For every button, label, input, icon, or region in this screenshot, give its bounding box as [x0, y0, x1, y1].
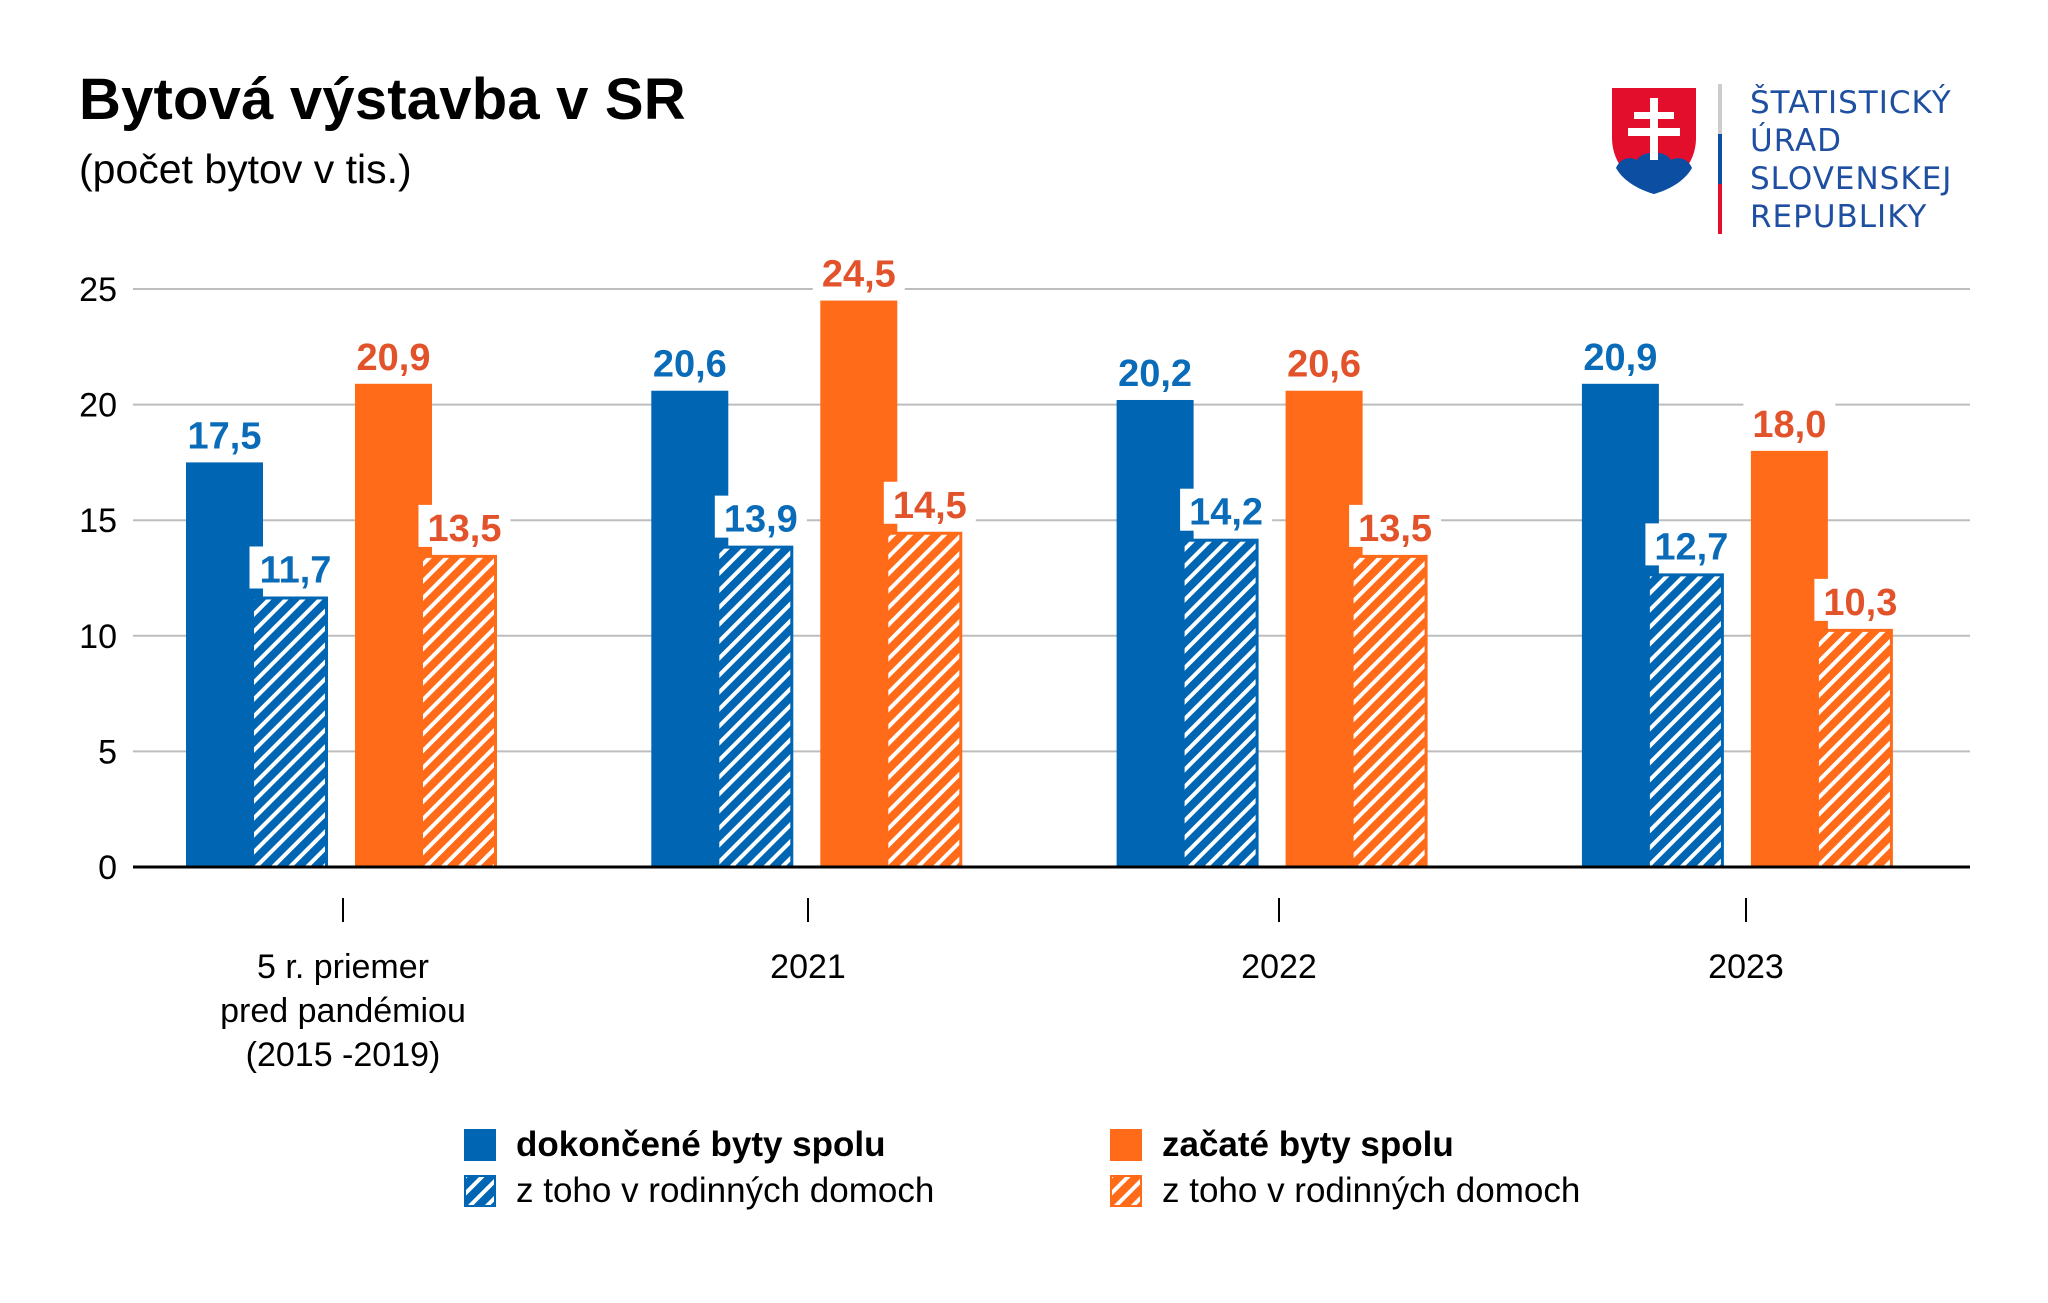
data-label-bg	[1278, 340, 1371, 383]
y-tick-label: 5	[98, 733, 117, 771]
y-tick-label: 15	[79, 502, 117, 540]
data-label-bg	[1743, 400, 1836, 443]
y-tick-label: 0	[98, 849, 117, 887]
bar	[251, 596, 328, 869]
logo-line: ÚRAD	[1750, 123, 1843, 159]
data-label-bg	[1180, 488, 1273, 531]
data-label-bg	[1574, 333, 1667, 376]
bar	[1350, 554, 1428, 869]
data-label-bg	[418, 504, 511, 547]
data-label: 20,6	[1287, 344, 1361, 386]
bar	[1181, 538, 1259, 869]
bar	[1646, 573, 1724, 869]
data-label-bg	[178, 412, 271, 455]
data-label-bg	[1349, 504, 1442, 547]
data-label-bg	[249, 546, 342, 589]
data-label: 14,5	[893, 485, 967, 527]
data-label-bg	[883, 481, 976, 524]
data-label: 18,0	[1752, 404, 1826, 446]
x-tick-label: 2022	[1241, 948, 1317, 986]
legend-swatch-blue-solid	[464, 1129, 496, 1161]
data-label: 14,2	[1189, 492, 1263, 534]
logo-line: ŠTATISTICKÝ	[1750, 85, 1952, 121]
legend-label: z toho v rodinných domoch	[516, 1171, 935, 1210]
legend-item-started: začaté byty spolu	[1110, 1125, 1454, 1165]
y-tick-label: 20	[79, 387, 117, 425]
x-tick-label: (2015 -2019)	[246, 1036, 441, 1074]
data-label: 10,3	[1823, 582, 1897, 624]
data-label: 20,2	[1118, 353, 1192, 395]
bar	[1750, 450, 1828, 867]
data-label-bg	[1109, 349, 1202, 392]
x-tick-label: pred pandémiou	[220, 992, 466, 1030]
legend-swatch-blue-hatched	[464, 1175, 496, 1207]
slovak-coat-of-arms-icon	[1612, 88, 1696, 194]
data-label-bg	[643, 340, 736, 383]
bar	[1581, 383, 1659, 867]
logo-separator	[1718, 84, 1722, 234]
data-label: 13,5	[428, 508, 502, 550]
legend: dokončené byty spolu začaté byty spolu z…	[464, 1125, 1664, 1225]
data-label: 12,7	[1654, 526, 1728, 568]
x-tick-label: 5 r. priemer	[257, 948, 429, 986]
bar	[186, 462, 263, 867]
bar	[651, 390, 729, 867]
data-label-bg	[714, 495, 807, 538]
data-label: 20,6	[653, 344, 727, 386]
legend-item-completed-family-houses: z toho v rodinných domoch	[464, 1171, 934, 1211]
legend-swatch-orange-hatched	[1110, 1175, 1142, 1207]
bar	[420, 554, 497, 869]
bar	[885, 531, 963, 869]
data-label: 17,5	[188, 415, 262, 457]
data-label: 11,7	[260, 549, 332, 591]
logo-text: ŠTATISTICKÝ ÚRAD SLOVENSKEJ REPUBLIKY	[1750, 84, 1952, 236]
x-axis: 5 r. priemer pred pandémiou (2015 -2019) 20…	[133, 865, 1970, 1074]
chart-subtitle: (počet bytov v tis.)	[79, 146, 412, 192]
statistical-office-logo: ŠTATISTICKÝ ÚRAD SLOVENSKEJ REPUBLIKY	[1610, 84, 1990, 244]
data-label: 13,9	[724, 499, 798, 541]
data-label-bg	[1645, 523, 1738, 566]
data-label: 24,5	[822, 254, 896, 296]
x-tick-label: 2021	[770, 948, 846, 986]
data-label: 20,9	[1583, 337, 1657, 379]
data-labels: 17,5 11,7 20,9 13,5 20,6 13,9 24,5 14,5 20,2 14,2…	[178, 250, 1907, 624]
bar	[716, 545, 794, 869]
data-label-bg	[1814, 578, 1907, 621]
data-label: 20,9	[357, 337, 431, 379]
bar	[1116, 399, 1194, 867]
legend-item-started-family-houses: z toho v rodinných domoch	[1110, 1171, 1580, 1211]
bar	[1815, 628, 1893, 869]
y-tick-label: 25	[79, 271, 117, 309]
legend-swatch-orange-solid	[1110, 1129, 1142, 1161]
data-label-bg	[347, 333, 440, 376]
legend-label: z toho v rodinných domoch	[1162, 1171, 1581, 1210]
logo-line: REPUBLIKY	[1750, 199, 1928, 235]
bar	[1285, 390, 1363, 867]
legend-label: dokončené byty spolu	[516, 1125, 886, 1164]
y-axis-ticks: 0 5 10 15 20 25	[79, 271, 117, 887]
legend-label: začaté byty spolu	[1162, 1125, 1454, 1164]
logo-line: SLOVENSKEJ	[1750, 161, 1953, 197]
data-label: 13,5	[1358, 508, 1432, 550]
chart-title: Bytová výstavba v SR	[79, 67, 686, 132]
bar	[355, 383, 432, 867]
x-tick-label: 2023	[1708, 948, 1784, 986]
bar	[820, 300, 898, 867]
bars	[186, 300, 1893, 869]
data-label-bg	[812, 250, 905, 293]
y-tick-label: 10	[79, 618, 117, 656]
legend-item-completed: dokončené byty spolu	[464, 1125, 886, 1165]
